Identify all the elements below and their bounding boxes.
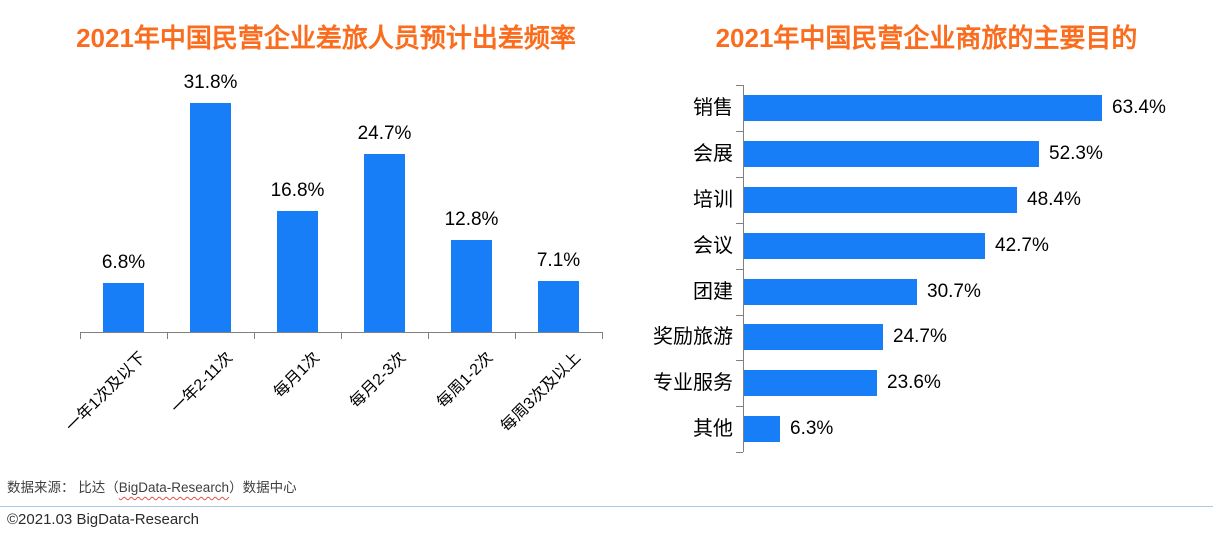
bar-value-label: 23.6% xyxy=(887,372,941,393)
x-axis-tick xyxy=(428,332,429,339)
x-axis-tick xyxy=(602,332,603,339)
y-axis-label: 会展 xyxy=(693,143,733,165)
y-axis-tick xyxy=(736,406,743,407)
x-axis-label: 每周3次及以上 xyxy=(497,349,584,436)
y-axis-label: 会议 xyxy=(693,235,733,257)
bar-value-label: 6.8% xyxy=(101,252,146,273)
bar xyxy=(451,240,492,332)
bar xyxy=(744,370,877,396)
bar xyxy=(744,416,780,442)
y-axis-label: 培训 xyxy=(693,189,733,211)
y-axis-label: 专业服务 xyxy=(653,372,733,394)
x-axis-tick xyxy=(515,332,516,339)
bar xyxy=(277,211,318,332)
bar-value-label: 52.3% xyxy=(1049,143,1103,164)
x-axis-label: 每月1次 xyxy=(270,349,323,402)
x-axis-label: 一年2-11次 xyxy=(167,349,236,418)
y-axis-tick xyxy=(736,269,743,270)
source-prefix-text: 数据来源： 比达（ xyxy=(7,480,119,495)
bar-value-label: 48.4% xyxy=(1027,189,1081,210)
bar xyxy=(744,95,1102,121)
bar xyxy=(364,154,405,332)
bar-value-label: 12.8% xyxy=(444,209,499,230)
x-axis-tick xyxy=(341,332,342,339)
x-axis-label: 一年1次及以下 xyxy=(62,349,149,436)
bar xyxy=(538,281,579,332)
x-axis-tick xyxy=(80,332,81,339)
y-axis-tick xyxy=(736,85,743,86)
bar xyxy=(744,187,1017,213)
y-axis-tick xyxy=(736,315,743,316)
y-axis-tick xyxy=(736,223,743,224)
x-axis-tick xyxy=(167,332,168,339)
y-axis-label: 奖励旅游 xyxy=(653,326,733,348)
bar-value-label: 7.1% xyxy=(536,250,581,271)
y-axis-tick xyxy=(736,360,743,361)
right-chart-title: 2021年中国民营企业商旅的主要目的 xyxy=(715,23,1138,53)
bar xyxy=(190,103,231,332)
bar xyxy=(744,279,917,305)
bar xyxy=(744,324,883,350)
source-brand-text: BigData-Research xyxy=(118,480,230,495)
y-axis-label: 销售 xyxy=(693,97,733,119)
divider-line xyxy=(0,506,1213,507)
bar xyxy=(744,233,985,259)
bar-value-label: 31.8% xyxy=(183,72,238,93)
y-axis-label: 其他 xyxy=(693,418,733,440)
left-chart-title: 2021年中国民营企业差旅人员预计出差频率 xyxy=(76,23,576,53)
bar-value-label: 30.7% xyxy=(927,281,981,302)
bar-value-label: 42.7% xyxy=(995,235,1049,256)
copyright-note: ©2021.03 BigData-Research xyxy=(7,511,199,528)
x-axis-tick xyxy=(254,332,255,339)
bar xyxy=(744,141,1039,167)
bar xyxy=(103,283,144,332)
data-source-note: 数据来源： 比达（BigData-Research）数据中心 xyxy=(7,476,297,496)
y-axis-line xyxy=(743,85,744,452)
x-axis-label: 每月2-3次 xyxy=(347,349,410,412)
y-axis-label: 团建 xyxy=(693,281,733,303)
y-axis-tick xyxy=(736,131,743,132)
bar-value-label: 16.8% xyxy=(270,180,325,201)
bar-value-label: 24.7% xyxy=(357,123,412,144)
y-axis-tick xyxy=(736,177,743,178)
bar-value-label: 6.3% xyxy=(790,418,834,439)
x-axis-label: 每周1-2次 xyxy=(434,349,497,412)
bar-value-label: 24.7% xyxy=(893,326,947,347)
source-suffix-text: ）数据中心 xyxy=(229,480,297,495)
y-axis-tick xyxy=(736,452,743,453)
bar-value-label: 63.4% xyxy=(1112,97,1166,118)
